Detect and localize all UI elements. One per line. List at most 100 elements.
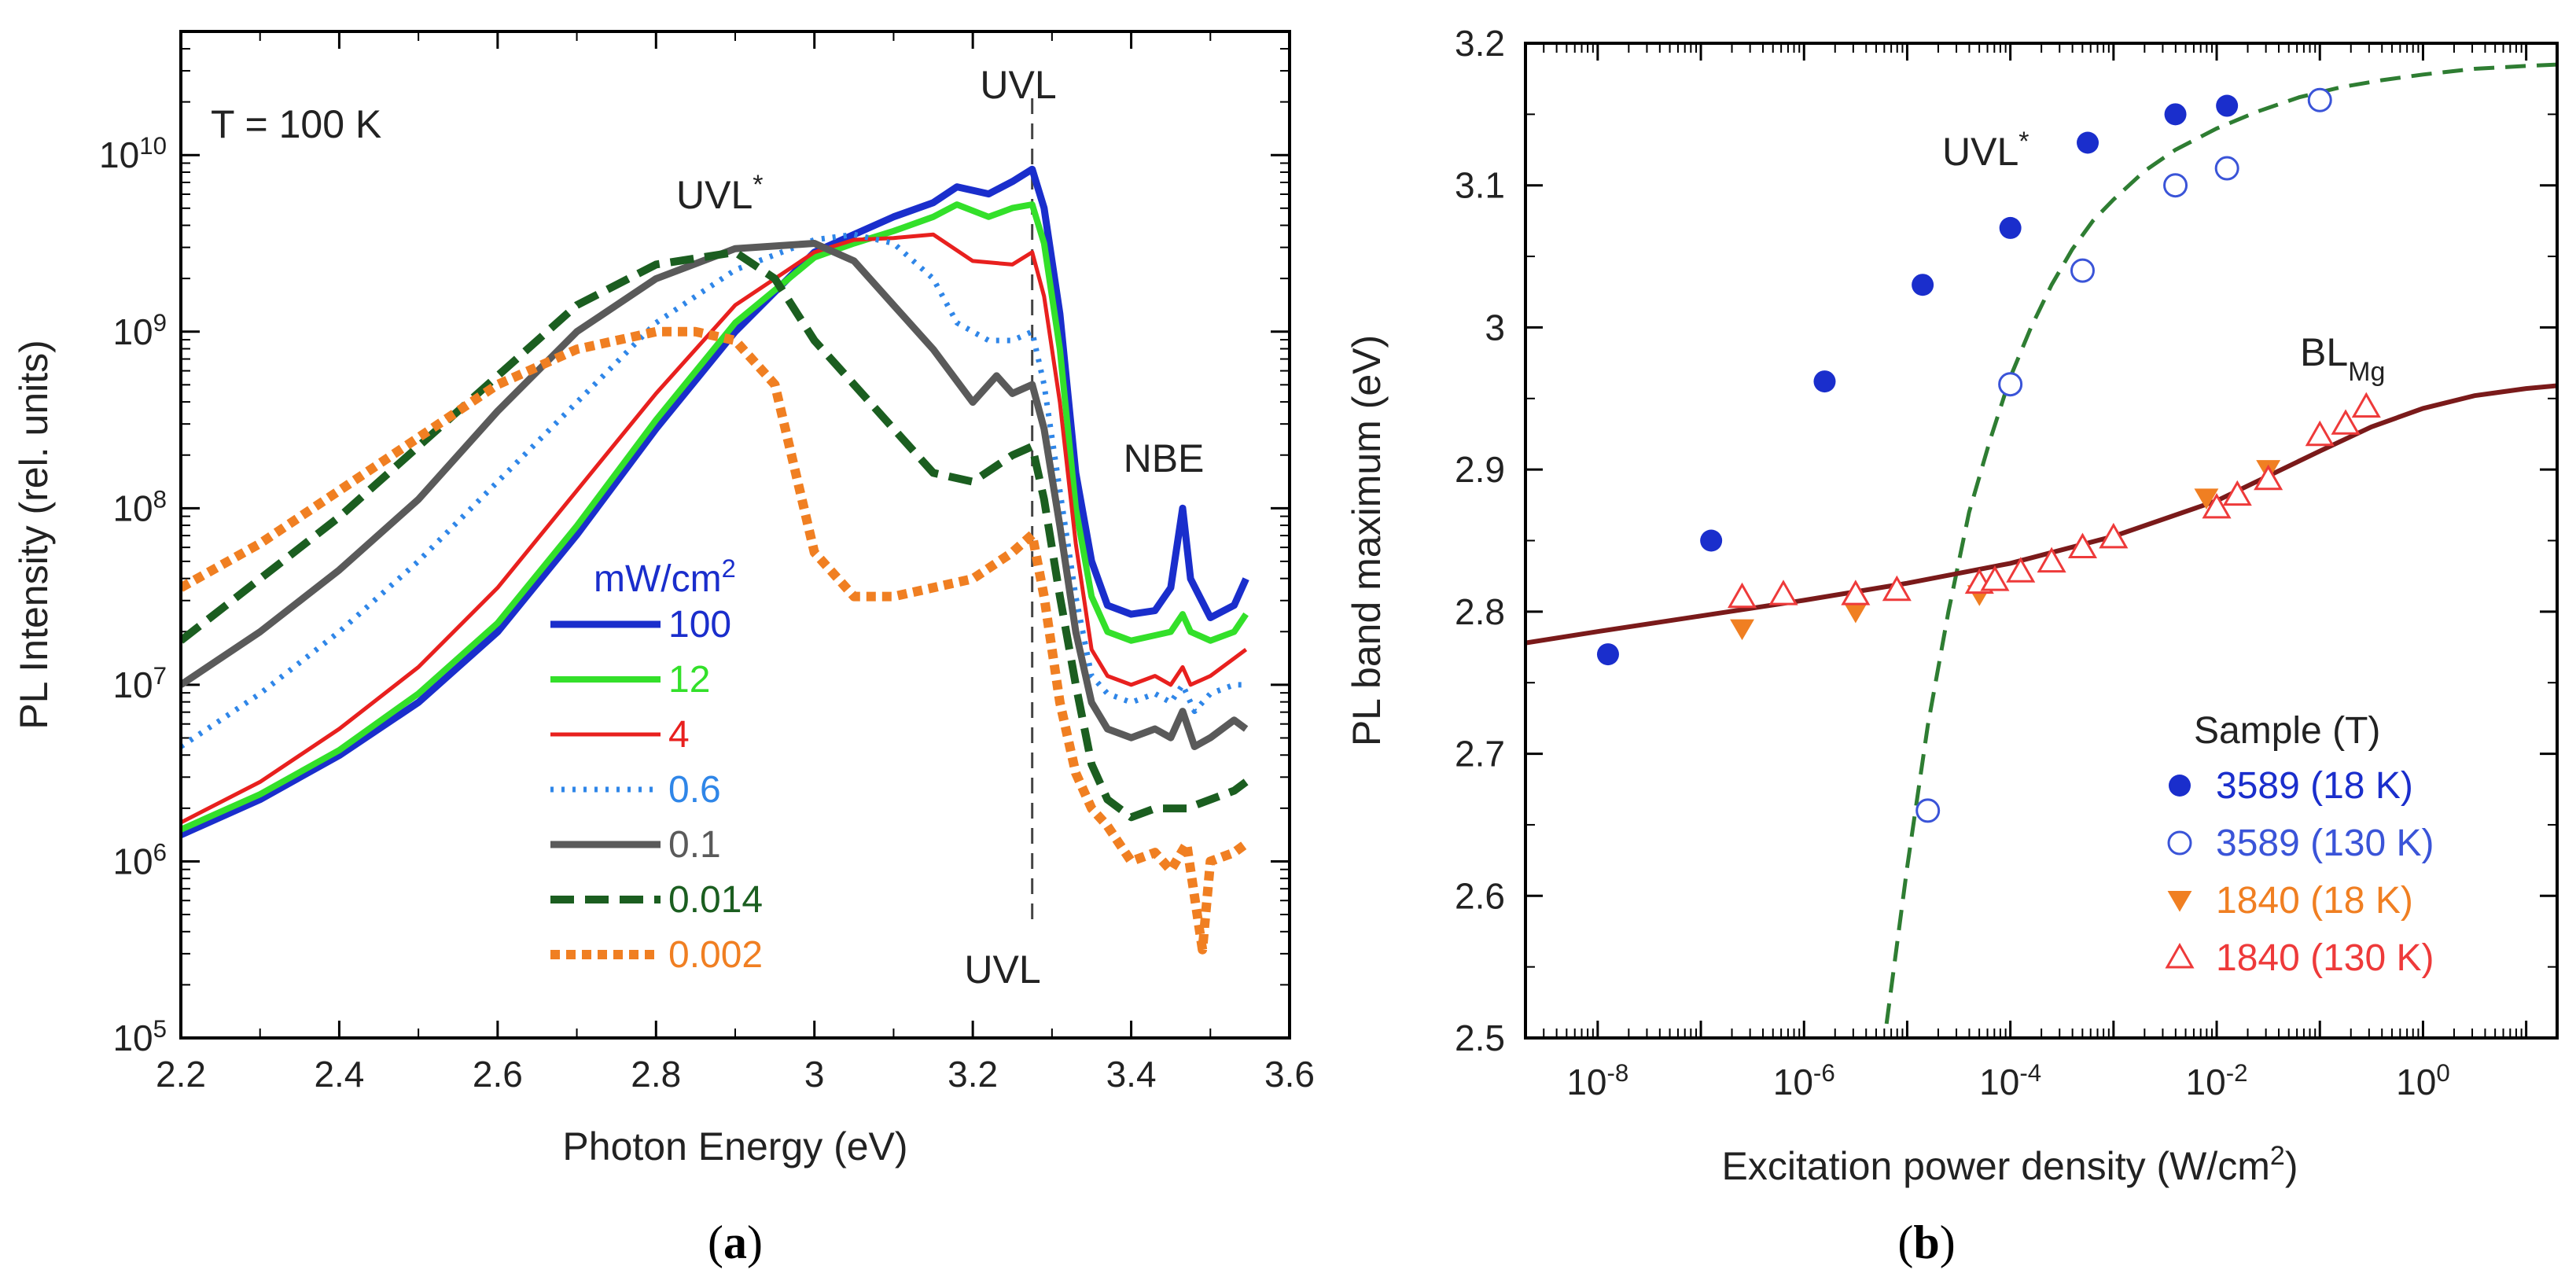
y-tick-label-a-part-0: 10	[112, 841, 153, 881]
point-1840-130-K-	[2222, 480, 2252, 506]
x-tick-label-b-part-1: -4	[2019, 1059, 2041, 1087]
bl-mg-label-part-0: BL	[2300, 330, 2348, 374]
point-1840-130-K-	[2006, 557, 2036, 583]
panel-a: 2.2 2.4 2.6 2.8 3 3.2 3.4 3.6105106107108109101…	[12, 30, 1315, 1268]
x-tick-label-b-part-0: 10	[2186, 1062, 2226, 1102]
uvl-star-fit	[1884, 62, 2557, 1025]
caption-a: (a)	[708, 1216, 763, 1268]
plot-frame-a	[179, 30, 1291, 1040]
legend-b: Sample (T) 3589 (18 K) 3589 (130 K) 1840 (1…	[2165, 710, 2434, 979]
x-tick-label-a: 3.4	[1106, 1054, 1157, 1095]
legend-title-b: Sample (T)	[2194, 710, 2380, 752]
point-3589-18-K-	[2216, 94, 2239, 117]
x-axis-title-b: Excitation power density (W/cm2)	[1721, 1141, 2298, 1188]
x-tick-label-b-part-1: -2	[2226, 1059, 2248, 1087]
point-1840-130-K-	[2037, 546, 2066, 573]
y-tick-label-b: 2.6	[1455, 875, 1505, 916]
point-3589-130-K-	[1915, 798, 1941, 823]
series-line-12	[181, 201, 1249, 833]
point-1840-130-K-	[1768, 580, 1798, 605]
legend-marker-3589-130-K-	[2167, 830, 2192, 856]
x-axis-title-b-part-1: 2	[2270, 1141, 2285, 1171]
uvl-top-label: UVL	[980, 63, 1056, 107]
y-tick-label-a-part-1: 6	[153, 838, 167, 866]
y-tick-label-b: 2.7	[1455, 734, 1505, 775]
legend-title-a-part-1: 2	[722, 554, 736, 583]
point-1840-130-K-	[1882, 575, 1912, 602]
panel-b: 10-8 10-6 10-4 10-2 1002.52.62.72.82.933.13.…	[1345, 23, 2559, 1268]
x-tick-label-b-part-0: 10	[1979, 1062, 2019, 1102]
caption-a-part-0: (	[708, 1216, 723, 1268]
point-1840-130-K-	[1841, 580, 1871, 605]
y-tick-label-a-part-0: 10	[112, 1018, 153, 1058]
point-3589-130-K-	[2163, 173, 2188, 198]
y-tick-label-a: 108	[112, 485, 167, 529]
point-3589-130-K-	[2214, 156, 2239, 181]
point-3589-130-K-	[2307, 87, 2332, 112]
x-tick-label-b-part-1: -6	[1813, 1059, 1835, 1087]
caption-b: (b)	[1897, 1216, 1955, 1268]
legend-marker-1840-18-K-	[2167, 891, 2192, 912]
x-tick-label-b: 10-6	[1773, 1059, 1835, 1103]
x-tick-label-a: 2.8	[631, 1054, 681, 1095]
point-1840-130-K-	[1980, 565, 2010, 591]
uvl-star-label-a: UVL*	[676, 170, 764, 217]
uvl-bottom-label: UVL	[964, 948, 1040, 992]
x-tick-label-a: 3.2	[948, 1054, 998, 1095]
y-tick-label-a: 105	[112, 1015, 167, 1059]
point-3589-130-K-	[2070, 258, 2095, 283]
x-tick-label-b-part-1: 0	[2436, 1059, 2449, 1087]
series-line-4	[181, 232, 1248, 825]
caption-b-part-2: )	[1940, 1216, 1956, 1268]
legend-label-0.014: 0.014	[668, 879, 763, 921]
bl-mg-fit	[1525, 383, 2557, 646]
point-1840-130-K-	[2099, 522, 2129, 549]
y-tick-label-b: 3	[1485, 307, 1505, 348]
point-1840-130-K-	[2331, 409, 2361, 435]
x-tick-label-b-part-1: -8	[1607, 1059, 1629, 1087]
y-tick-label-a-part-0: 10	[112, 664, 153, 705]
x-axis-title-a: Photon Energy (eV)	[562, 1124, 907, 1168]
y-tick-label-a-part-0: 10	[99, 134, 139, 175]
series-line-0.1	[181, 240, 1249, 750]
legend-label-0.1: 0.1	[668, 824, 721, 866]
caption-a-part-2: )	[747, 1216, 763, 1268]
y-tick-label-a-part-1: 8	[153, 485, 167, 513]
point-1840-18-K-	[2194, 488, 2219, 510]
x-tick-label-a: 3	[804, 1054, 825, 1095]
series-line-100	[181, 165, 1249, 838]
y-tick-label-a-part-1: 9	[153, 308, 167, 336]
legend-label-0.6: 0.6	[668, 769, 721, 811]
y-tick-label-b: 2.9	[1455, 449, 1505, 490]
bl-mg-label-part-1: Mg	[2348, 357, 2385, 387]
legend-label-100: 100	[668, 604, 731, 646]
caption-b-part-1: b	[1913, 1216, 1939, 1268]
x-tick-label-b-part-0: 10	[1773, 1062, 1813, 1102]
x-tick-label-b: 100	[2396, 1059, 2450, 1103]
x-tick-label-a: 2.2	[156, 1054, 206, 1095]
y-tick-label-a: 106	[112, 838, 167, 882]
x-tick-label-b: 10-2	[2186, 1059, 2248, 1103]
y-tick-label-a-part-1: 10	[139, 132, 167, 160]
x-tick-label-a: 2.4	[314, 1054, 364, 1095]
point-1840-130-K-	[2254, 464, 2283, 491]
y-axis-title-b: PL band maximum (eV)	[1345, 335, 1389, 746]
caption-a-part-1: a	[723, 1216, 747, 1268]
point-3589-130-K-	[1998, 372, 2023, 397]
series-group-a	[181, 165, 1249, 955]
y-tick-label-a: 1010	[99, 132, 167, 176]
y-tick-label-a-part-1: 5	[153, 1015, 167, 1043]
legend-label-0.002: 0.002	[668, 934, 763, 976]
series-line-0.002	[181, 326, 1249, 955]
fits-group-b	[1525, 62, 2557, 1025]
legend-label-4: 4	[668, 714, 690, 756]
legend-marker-1840-130-K-	[2165, 943, 2195, 969]
point-1840-18-K-	[1730, 619, 1754, 641]
legend-marker-3589-18-K-	[2169, 775, 2191, 797]
temperature-label: T = 100 K	[211, 102, 381, 146]
x-tick-label-b: 10-4	[1979, 1059, 2041, 1103]
series-line-0.6	[181, 231, 1246, 749]
bl-mg-label: BLMg	[2300, 330, 2385, 387]
